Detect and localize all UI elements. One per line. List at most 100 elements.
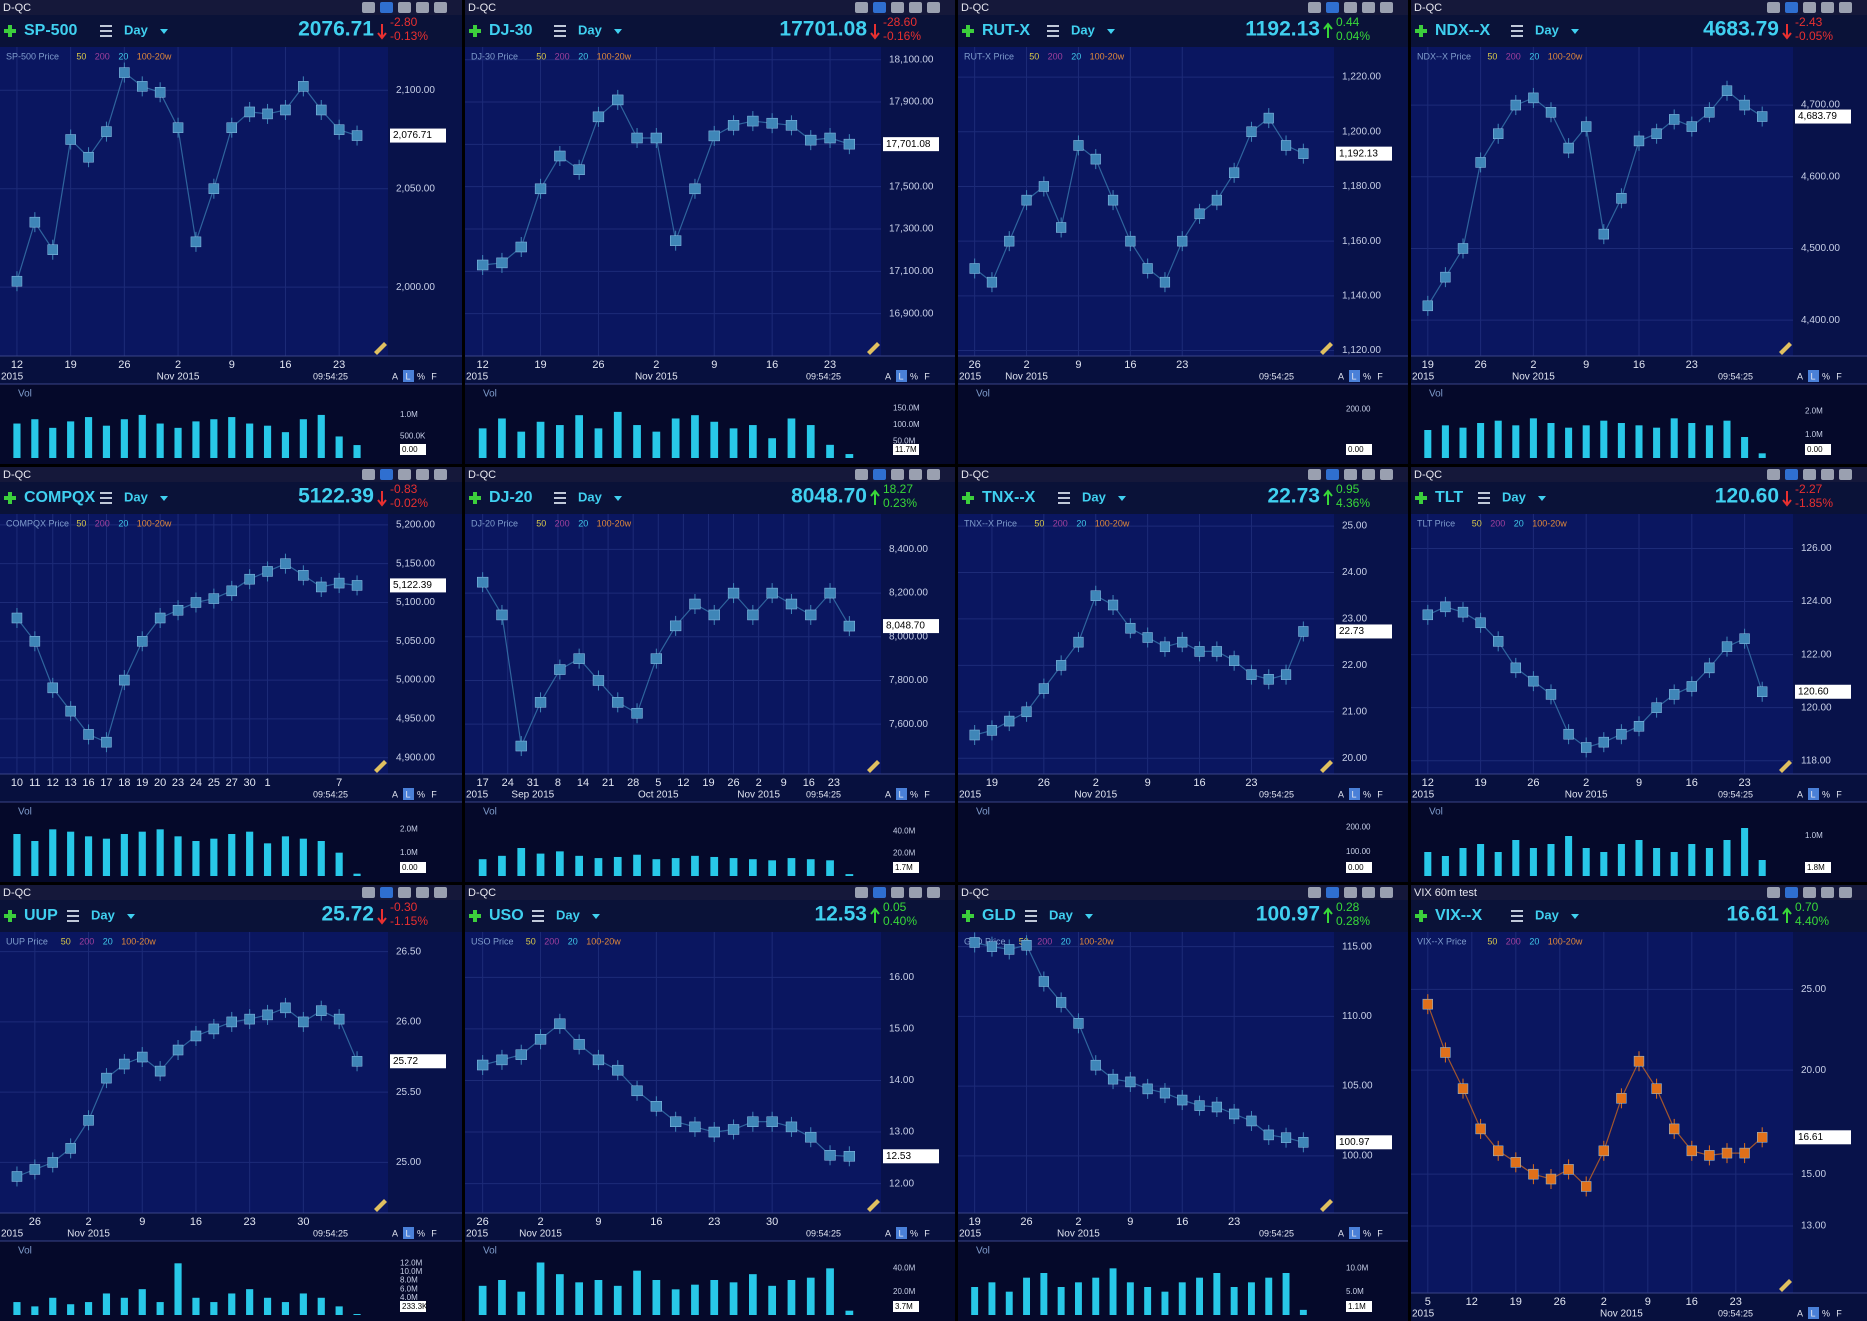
toolbar-icon[interactable] [1344, 887, 1357, 898]
toolbar-icon[interactable] [891, 469, 904, 480]
axis-button[interactable]: % [417, 789, 425, 799]
period[interactable]: Day [1082, 489, 1107, 504]
toolbar-icon[interactable] [927, 469, 940, 480]
toolbar-icon[interactable] [855, 2, 868, 13]
toolbar-icon[interactable] [1821, 2, 1834, 13]
edit-icon[interactable] [374, 342, 387, 355]
axis-button-box[interactable] [1808, 1307, 1819, 1319]
toolbar-icon[interactable] [873, 2, 886, 13]
toolbar-icon[interactable] [1803, 887, 1816, 898]
axis-button[interactable]: % [1822, 371, 1830, 381]
edit-icon[interactable] [374, 760, 387, 773]
axis-button[interactable]: F [1836, 371, 1842, 381]
add-icon[interactable] [4, 492, 16, 504]
toolbar-icon[interactable] [416, 887, 429, 898]
symbol[interactable]: NDX--X [1435, 22, 1490, 39]
toolbar-icon[interactable] [927, 887, 940, 898]
axis-button[interactable]: A [1797, 371, 1803, 381]
symbol[interactable]: TLT [1435, 489, 1463, 506]
toolbar-icon[interactable] [1326, 887, 1339, 898]
add-icon[interactable] [1415, 25, 1427, 37]
axis-button[interactable]: L [1810, 1308, 1815, 1318]
add-icon[interactable] [1415, 492, 1427, 504]
axis-button[interactable]: % [417, 371, 425, 381]
axis-button[interactable]: % [1363, 1228, 1371, 1238]
axis-button[interactable]: A [1338, 789, 1344, 799]
axis-button[interactable]: A [1338, 371, 1344, 381]
axis-button[interactable]: L [898, 1228, 903, 1238]
list-icon[interactable] [1058, 492, 1070, 504]
toolbar-icon[interactable] [909, 469, 922, 480]
toolbar-icon[interactable] [891, 887, 904, 898]
axis-button-box[interactable] [896, 370, 907, 382]
period[interactable]: Day [578, 22, 603, 37]
edit-icon[interactable] [374, 1199, 387, 1212]
period[interactable]: Day [578, 489, 603, 504]
axis-button[interactable]: A [1797, 789, 1803, 799]
symbol[interactable]: RUT-X [982, 22, 1030, 39]
axis-button[interactable]: F [1377, 371, 1383, 381]
toolbar-icon[interactable] [362, 469, 375, 480]
symbol[interactable]: DJ-20 [489, 489, 533, 506]
axis-button[interactable]: % [1822, 1308, 1830, 1318]
toolbar-icon[interactable] [398, 887, 411, 898]
toolbar-icon[interactable] [1767, 887, 1780, 898]
axis-button[interactable]: % [910, 789, 918, 799]
toolbar-icon[interactable] [1785, 469, 1798, 480]
toolbar-icon[interactable] [1839, 887, 1852, 898]
edit-icon[interactable] [867, 760, 880, 773]
edit-icon[interactable] [1779, 342, 1792, 355]
axis-button-box[interactable] [1349, 370, 1360, 382]
axis-button-box[interactable] [1349, 1227, 1360, 1239]
toolbar-icon[interactable] [1767, 469, 1780, 480]
toolbar-icon[interactable] [1344, 469, 1357, 480]
toolbar-icon[interactable] [855, 469, 868, 480]
edit-icon[interactable] [867, 342, 880, 355]
period[interactable]: Day [1049, 907, 1074, 922]
axis-button[interactable]: L [405, 1228, 410, 1238]
list-icon[interactable] [1511, 25, 1523, 37]
axis-button[interactable]: F [431, 789, 437, 799]
toolbar-icon[interactable] [1362, 2, 1375, 13]
list-icon[interactable] [532, 910, 544, 922]
axis-button[interactable]: A [392, 789, 398, 799]
toolbar-icon[interactable] [1839, 469, 1852, 480]
axis-button[interactable]: A [1338, 1228, 1344, 1238]
add-icon[interactable] [962, 910, 974, 922]
edit-icon[interactable] [1779, 760, 1792, 773]
edit-icon[interactable] [1779, 1279, 1792, 1292]
toolbar-icon[interactable] [1344, 2, 1357, 13]
axis-button[interactable]: F [431, 371, 437, 381]
axis-button-box[interactable] [1349, 788, 1360, 800]
list-icon[interactable] [100, 25, 112, 37]
toolbar-icon[interactable] [855, 887, 868, 898]
axis-button[interactable]: F [924, 789, 930, 799]
axis-button[interactable]: % [1363, 371, 1371, 381]
toolbar-icon[interactable] [380, 469, 393, 480]
add-icon[interactable] [469, 492, 481, 504]
toolbar-icon[interactable] [1308, 469, 1321, 480]
axis-button[interactable]: % [910, 1228, 918, 1238]
axis-button[interactable]: L [1810, 371, 1815, 381]
axis-button[interactable]: L [1351, 1228, 1356, 1238]
toolbar-icon[interactable] [1785, 2, 1798, 13]
axis-button[interactable]: F [1836, 789, 1842, 799]
toolbar-icon[interactable] [380, 887, 393, 898]
axis-button[interactable]: F [924, 1228, 930, 1238]
period[interactable]: Day [124, 489, 149, 504]
axis-button-box[interactable] [403, 1227, 414, 1239]
list-icon[interactable] [100, 492, 112, 504]
symbol[interactable]: UUP [24, 907, 58, 924]
toolbar-icon[interactable] [398, 2, 411, 13]
toolbar-icon[interactable] [873, 887, 886, 898]
list-icon[interactable] [1025, 910, 1037, 922]
toolbar-icon[interactable] [1785, 887, 1798, 898]
toolbar-icon[interactable] [873, 469, 886, 480]
toolbar-icon[interactable] [1767, 2, 1780, 13]
list-icon[interactable] [1478, 492, 1490, 504]
symbol[interactable]: DJ-30 [489, 22, 533, 39]
period[interactable]: Day [1535, 22, 1560, 37]
axis-button-box[interactable] [1808, 370, 1819, 382]
axis-button[interactable]: A [392, 1228, 398, 1238]
period[interactable]: Day [91, 907, 116, 922]
